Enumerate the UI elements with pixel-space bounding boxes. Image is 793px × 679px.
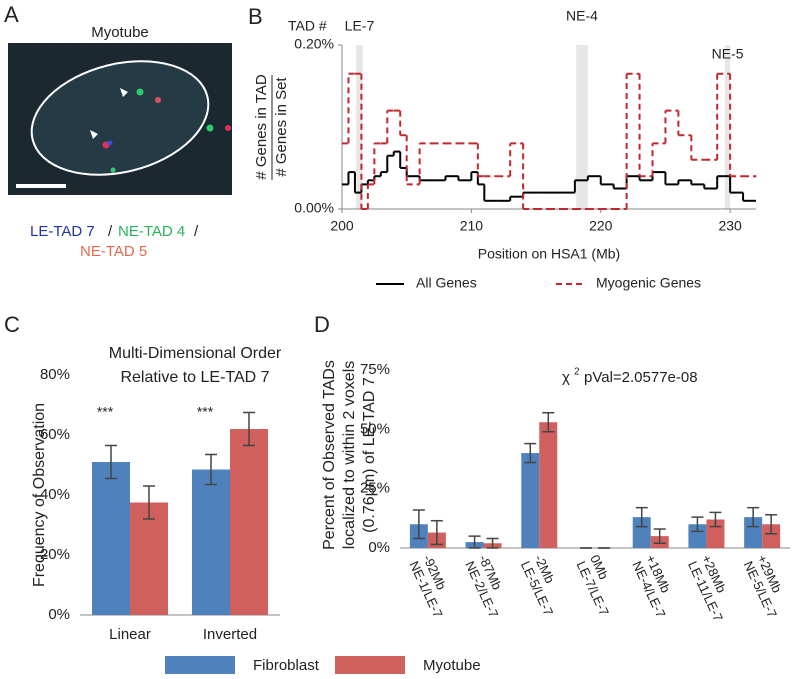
- chart-title: Relative to LE-TAD 7: [120, 369, 269, 386]
- legend-label: Myogenic Genes: [596, 275, 701, 291]
- bar: [521, 453, 540, 548]
- micrograph-label: NE-TAD 4: [118, 223, 185, 240]
- micrograph-label: NE-TAD 5: [80, 243, 147, 260]
- bar: [744, 517, 763, 548]
- legend-label: Fibroblast: [253, 657, 320, 674]
- x-tick-label: 220: [589, 218, 613, 234]
- y-axis-label: Percent of Observed TADs: [321, 360, 338, 550]
- y-tick-label: 50%: [360, 420, 390, 437]
- highlight-band: [576, 45, 588, 209]
- micrograph-label: LE-TAD 7: [30, 223, 95, 240]
- y-tick-label: 0%: [48, 606, 70, 623]
- y-tick-label: 20%: [40, 546, 70, 563]
- y-tick-label: 0.20%: [294, 36, 334, 52]
- x-axis-label: Position on HSA1 (Mb): [478, 246, 620, 262]
- highlight-band: [724, 45, 731, 209]
- panel-label: C: [4, 312, 20, 337]
- region-label: LE-7: [345, 18, 375, 34]
- bar: [688, 524, 707, 548]
- tad-label: TAD #: [288, 18, 327, 34]
- y-tick-label: 75%: [360, 361, 390, 378]
- significance: ***: [197, 404, 214, 420]
- legend-label: All Genes: [416, 275, 477, 291]
- y-tick-label: 0.00%: [294, 200, 334, 216]
- x-tick-label: Linear: [109, 626, 151, 643]
- bar: [130, 502, 168, 615]
- y-tick-label: 80%: [40, 366, 70, 383]
- separator: /: [108, 223, 113, 240]
- y-tick-label: 0%: [368, 539, 390, 556]
- legend-label: Myotube: [423, 657, 481, 674]
- annotation: pVal=2.0577e-08: [584, 369, 698, 386]
- y-axis-label: # Genes in TAD: [253, 74, 270, 179]
- chart-title: Multi-Dimensional Order: [109, 345, 282, 362]
- y-tick-label: 60%: [40, 426, 70, 443]
- x-tick-label: Inverted: [203, 626, 257, 643]
- separator: /: [194, 223, 199, 240]
- significance: ***: [97, 404, 114, 420]
- x-tick-label: 210: [460, 218, 484, 234]
- bar: [230, 429, 268, 615]
- micrograph-title: Myotube: [91, 24, 149, 41]
- bar: [192, 469, 230, 615]
- region-label: NE-5: [712, 46, 744, 62]
- panel-label: A: [4, 2, 19, 27]
- x-tick-label: 230: [718, 218, 742, 234]
- legend-swatch: [165, 656, 235, 674]
- y-axis-label: localized to within 2 voxels: [341, 361, 358, 550]
- highlight-band: [356, 45, 363, 209]
- y-axis-label: Frequency of Observation: [31, 403, 48, 587]
- annotation-symbol: χ: [562, 369, 570, 386]
- annotation-superscript: 2: [574, 367, 580, 378]
- y-tick-label: 25%: [360, 480, 390, 497]
- panel-label: B: [248, 4, 263, 29]
- y-tick-label: 40%: [40, 486, 70, 503]
- y-axis-label: (0.76μm) of LE-TAD 7: [361, 377, 378, 533]
- bar: [762, 524, 781, 548]
- y-axis-label: # Genes in Set: [273, 77, 290, 177]
- micrograph: [8, 43, 232, 195]
- legend-swatch: [335, 656, 405, 674]
- bar: [92, 462, 130, 615]
- region-label: NE-4: [566, 8, 598, 24]
- panel-label: D: [314, 312, 330, 337]
- x-tick-label: 200: [330, 218, 354, 234]
- bar: [539, 422, 558, 548]
- bar: [632, 517, 651, 548]
